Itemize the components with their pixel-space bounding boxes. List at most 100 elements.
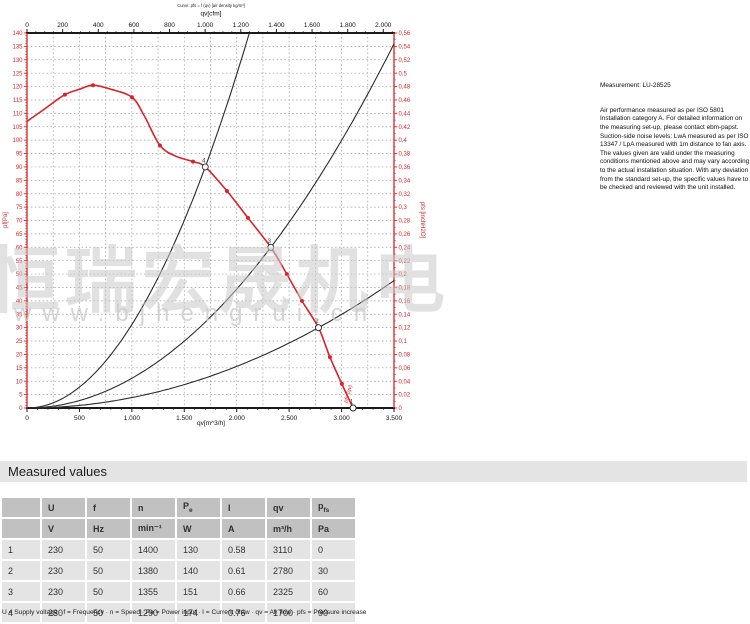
load-curve-3 <box>27 43 395 409</box>
bottom-tick-label: 0 <box>25 415 29 422</box>
value-cell: 90 <box>312 603 355 622</box>
row-index-cell: 3 <box>2 582 40 601</box>
measurement-dot <box>90 83 95 88</box>
right-axis-label: pfs [inchH2O] <box>419 202 425 239</box>
value-cell: 1290 <box>132 603 175 622</box>
unit-current: A <box>222 519 265 538</box>
right-tick-label: 0,08 <box>399 353 411 359</box>
value-cell: 1700 <box>267 603 310 622</box>
col-header-airflow: qv <box>267 498 310 517</box>
left-tick-label: 10 <box>16 379 23 385</box>
table-row: 1 230 50 1400 130 0.58 3110 0 <box>2 540 355 559</box>
top-tick-label: 1.400 <box>268 22 285 29</box>
col-header-frequency: f <box>87 498 130 517</box>
table-units-row: V Hz min⁻¹ W A m³/h Pa <box>2 519 355 538</box>
left-tick-label: 0 <box>19 406 23 412</box>
unit-frequency: Hz <box>87 519 130 538</box>
right-tick-label: 0,54 <box>399 44 411 50</box>
right-tick-label: 0,46 <box>399 98 411 104</box>
table-row: 2 230 50 1380 140 0.61 2780 30 <box>2 561 355 580</box>
left-tick-label: 15 <box>16 366 23 372</box>
left-tick-label: 45 <box>16 286 23 292</box>
unit-index <box>2 519 40 538</box>
measured-values-title: Measured values <box>8 464 107 479</box>
right-tick-label: 0,38 <box>399 152 411 158</box>
left-tick-label: 70 <box>16 219 23 225</box>
value-cell: 2780 <box>267 561 310 580</box>
measurement-dot <box>129 95 134 100</box>
right-tick-label: 0,2 <box>399 272 408 278</box>
right-tick-label: 0,4 <box>399 138 408 144</box>
top-tick-label: 1.800 <box>340 22 357 29</box>
table-row: 4 230 50 1290 174 0.76 1700 90 <box>2 603 355 622</box>
operating-point-marker <box>315 324 322 332</box>
chart-top-title: Curve: pfs = f (qv) [air density kg/m³] <box>177 3 245 8</box>
right-tick-label: 0,3 <box>399 205 408 211</box>
right-tick-label: 0 <box>399 406 403 412</box>
operating-points: 1 2 3 4 <box>201 158 357 412</box>
value-cell: 50 <box>87 582 130 601</box>
right-tick-label: 0,06 <box>399 366 411 372</box>
row-index-cell: 2 <box>2 561 40 580</box>
table-legend-text: U = Supply voltage · f = Frequency · n =… <box>2 609 367 616</box>
col-header-power: Pe <box>177 498 220 517</box>
gridlines <box>27 33 394 408</box>
unit-power: W <box>177 519 220 538</box>
right-tick-label: 0,32 <box>399 192 411 198</box>
bottom-tick-label: 2.500 <box>281 415 298 422</box>
value-cell: 0.76 <box>222 603 265 622</box>
unit-pressure: Pa <box>312 519 355 538</box>
measurement-dot <box>284 272 289 277</box>
bottom-tick-label: 500 <box>74 415 85 422</box>
right-tick-label: 0,48 <box>399 85 411 91</box>
measured-values-header: Measured values <box>0 461 747 482</box>
unit-voltage: V <box>42 519 85 538</box>
operating-point-number: 1 <box>350 400 354 406</box>
right-tick-label: 0,1 <box>399 339 408 345</box>
left-axis-label: pf[Pa] <box>3 212 9 228</box>
value-cell: 1380 <box>132 561 175 580</box>
measured-values-table: U f n Pe I qv pfs V Hz min⁻¹ W A m³/h Pa… <box>0 496 357 624</box>
unit-airflow: m³/h <box>267 519 310 538</box>
value-cell: 0.58 <box>222 540 265 559</box>
top-axis-ticks: 0 200 400 600 800 1.000 1.200 1.400 1.600 1.800 2.… <box>25 22 393 33</box>
left-tick-label: 40 <box>16 299 23 305</box>
value-cell: 1355 <box>132 582 175 601</box>
left-tick-label: 50 <box>16 272 23 278</box>
chart-svg: Curve: pfs = f (qv) [air density kg/m³] … <box>3 3 425 427</box>
measurement-dot <box>62 92 67 97</box>
left-tick-label: 25 <box>16 339 23 345</box>
top-tick-label: 2.000 <box>375 22 392 29</box>
left-tick-label: 65 <box>16 232 23 238</box>
top-tick-label: 0 <box>25 22 29 29</box>
chart-generated-content: 0510152025303540455055606570758085909510… <box>12 22 410 422</box>
value-cell: 3110 <box>267 540 310 559</box>
left-tick-label: 20 <box>16 353 23 359</box>
value-cell: 0 <box>312 540 355 559</box>
measurement-dot <box>190 159 195 164</box>
right-tick-label: 0,26 <box>399 232 411 238</box>
left-tick-label: 105 <box>12 125 23 131</box>
left-tick-label: 35 <box>16 312 23 318</box>
col-header-speed: n <box>132 498 175 517</box>
right-tick-label: 0,34 <box>399 178 411 184</box>
right-tick-label: 0,24 <box>399 245 411 251</box>
fan-performance-chart: Curve: pfs = f (qv) [air density kg/m³] … <box>0 0 435 458</box>
measurement-dot <box>339 381 344 386</box>
right-tick-label: 0,18 <box>399 286 411 292</box>
right-tick-label: 0,36 <box>399 165 411 171</box>
measurement-dot <box>157 143 162 148</box>
left-tick-label: 90 <box>16 165 23 171</box>
right-tick-label: 0,14 <box>399 312 411 318</box>
unit-speed: min⁻¹ <box>132 519 175 538</box>
right-tick-label: 0,42 <box>399 125 411 131</box>
value-cell: 174 <box>177 603 220 622</box>
right-tick-label: 0,04 <box>399 379 411 385</box>
operating-point-number: 2 <box>315 319 319 325</box>
load-curves <box>26 32 395 409</box>
right-axis-ticks: 0 0,02 0,04 0,06 0,08 0,1 0,12 0,14 0,16 0,18 0,2 0… <box>394 31 411 412</box>
top-tick-label: 1.600 <box>304 22 321 29</box>
left-tick-label: 95 <box>16 152 23 158</box>
value-cell: 60 <box>312 582 355 601</box>
right-tick-label: 0,12 <box>399 326 411 332</box>
